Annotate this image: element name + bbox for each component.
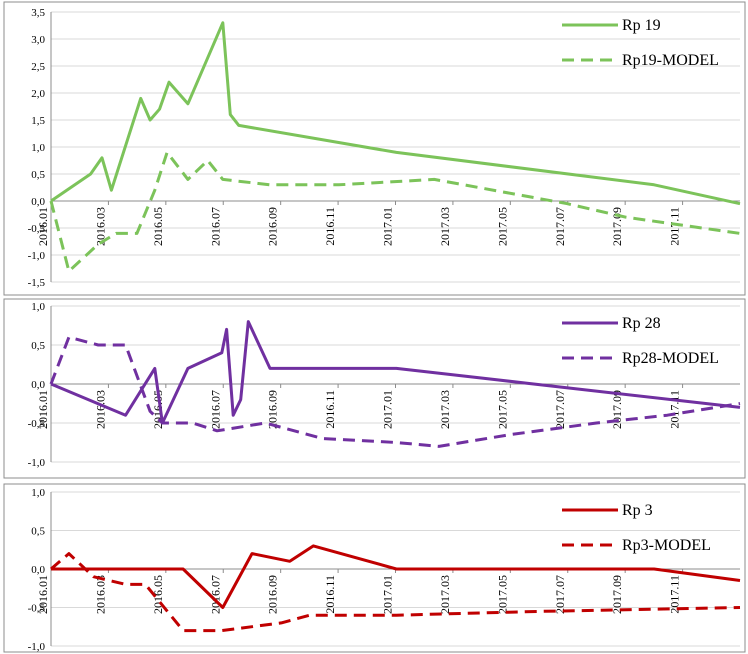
x-tick-label: 2017.07 [553, 575, 567, 614]
y-tick-label: 3,5 [31, 7, 45, 19]
x-tick-label: 2017.03 [438, 207, 452, 246]
series-line-2 [49, 150, 741, 273]
x-tick-label: 2016.03 [93, 207, 107, 246]
x-tick-label: 2016.09 [266, 390, 280, 429]
x-tick-label: 2016.07 [208, 207, 222, 246]
y-tick-label: 0,5 [31, 340, 45, 352]
x-tick-label: 2016.01 [36, 390, 50, 429]
legend-label: Rp 28 [622, 315, 661, 332]
x-tick-label: 2016.03 [93, 390, 107, 429]
x-tick-label: 2017.01 [381, 575, 395, 614]
y-tick-label: 2,0 [31, 88, 45, 100]
x-tick-label: 2017.01 [381, 207, 395, 246]
legend-label: Rp28-MODEL [622, 350, 719, 367]
legend-label: Rp19-MODEL [622, 52, 719, 69]
y-tick-label: 0,0 [31, 196, 45, 208]
y-tick-label: 2,5 [31, 61, 45, 73]
x-tick-label: 2016.11 [323, 390, 337, 429]
y-tick-label: 1,0 [31, 301, 45, 313]
x-tick-label: 2016.03 [93, 575, 107, 614]
x-tick-label: 2017.01 [381, 390, 395, 429]
x-tick-label: 2017.07 [553, 207, 567, 246]
y-tick-label: 3,0 [31, 34, 45, 46]
y-tick-label: 0,5 [31, 526, 45, 538]
x-tick-label: 2016.05 [151, 207, 165, 246]
series-line-1 [50, 21, 741, 206]
legend-label: Rp 3 [622, 502, 653, 519]
x-tick-label: 2016.01 [36, 207, 50, 246]
x-tick-label: 2017.09 [610, 390, 624, 429]
x-tick-label: 2017.11 [668, 390, 682, 429]
y-tick-label: 0,0 [31, 564, 45, 576]
x-tick-label: 2017.09 [610, 207, 624, 246]
x-tick-label: 2017.11 [668, 207, 682, 246]
y-tick-label: -0,5 [28, 418, 46, 430]
y-tick-label: 0,0 [31, 379, 45, 391]
series-line-2 [50, 552, 741, 633]
x-tick-label: 2016.09 [266, 207, 280, 246]
x-tick-label: 2017.07 [553, 390, 567, 429]
x-tick-label: 2017.05 [495, 575, 509, 614]
y-tick-label: -0,5 [28, 223, 46, 235]
y-tick-label: -1,0 [28, 457, 46, 469]
x-tick-label: 2016.07 [208, 390, 222, 429]
series-line-2 [49, 335, 741, 448]
x-tick-label: 2017.03 [438, 390, 452, 429]
y-tick-label: 0,5 [31, 169, 45, 181]
x-tick-label: 2017.09 [610, 575, 624, 614]
series-line-1 [50, 320, 741, 425]
y-tick-label: -0,5 [28, 603, 46, 615]
series-line-1 [51, 544, 741, 609]
x-tick-label: 2016.11 [323, 575, 337, 614]
chart-frame [3, 298, 746, 479]
y-tick-label: -1,0 [28, 250, 46, 262]
x-tick-label: 2017.11 [668, 575, 682, 614]
x-tick-label: 2016.09 [266, 575, 280, 614]
chart-1: -1,5 -1,0 -0,5 0,0 0,5 1,0 1,5 2,0 2,5 3,0 3,5 2016… [3, 1, 746, 296]
x-tick-label: 2016.01 [36, 575, 50, 614]
x-tick-label: 2016.11 [323, 207, 337, 246]
y-tick-label: 1,5 [31, 115, 45, 127]
y-tick-label: -1,5 [28, 277, 46, 289]
x-tick-label: 2017.05 [495, 390, 509, 429]
x-tick-label: 2017.05 [495, 207, 509, 246]
legend-label: Rp 19 [622, 17, 661, 34]
x-tick-label: 2017.03 [438, 575, 452, 614]
y-tick-label: 1,0 [31, 142, 45, 154]
legend-label: Rp3-MODEL [622, 537, 711, 554]
y-tick-label: -1,0 [28, 641, 46, 653]
y-tick-label: 1,0 [31, 487, 45, 499]
